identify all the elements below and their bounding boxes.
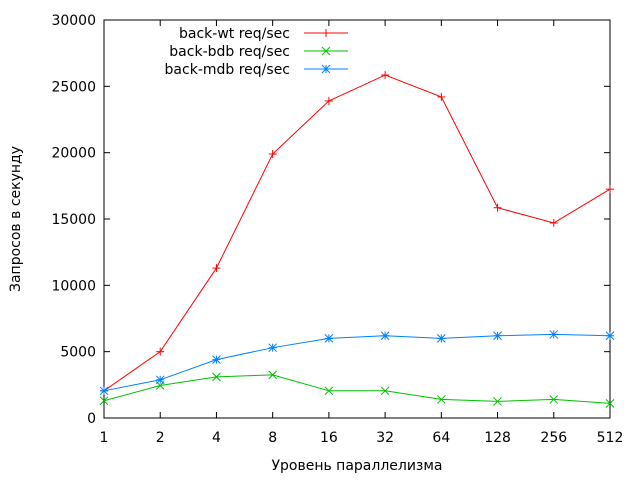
series-line-back-mdb bbox=[103, 333, 611, 392]
plot-border bbox=[103, 19, 611, 419]
data-point-back-mdb bbox=[549, 330, 559, 339]
data-point-back-mdb bbox=[493, 331, 502, 341]
x-tick-label: 32 bbox=[376, 430, 394, 446]
x-tick-label: 1 bbox=[100, 430, 109, 446]
y-tick-label: 15000 bbox=[51, 212, 96, 228]
data-point-back-bdb bbox=[493, 397, 502, 406]
x-axis-label: Уровень параллелизма bbox=[271, 458, 442, 474]
data-point-back-mdb bbox=[380, 331, 390, 341]
legend-label-back-mdb: back-mdb req/sec bbox=[165, 62, 290, 78]
data-point-back-bdb bbox=[268, 370, 278, 380]
legend-marker-back-mdb bbox=[321, 64, 331, 74]
y-tick-label: 0 bbox=[87, 411, 96, 427]
x-tick-label: 64 bbox=[432, 430, 450, 446]
y-tick-label: 25000 bbox=[51, 79, 96, 95]
x-tick-label: 512 bbox=[597, 430, 624, 446]
series-line-back-bdb bbox=[103, 374, 611, 404]
x-tick-label: 4 bbox=[212, 430, 221, 446]
data-point-back-bdb bbox=[436, 395, 446, 404]
legend-marker-back-wt bbox=[322, 29, 330, 37]
data-point-back-mdb bbox=[268, 343, 278, 353]
x-tick-label: 128 bbox=[484, 430, 511, 446]
y-axis-label: Запросов в секунду bbox=[8, 146, 24, 292]
data-point-back-wt bbox=[606, 185, 614, 194]
data-point-back-bdb bbox=[549, 395, 559, 404]
x-tick-label: 8 bbox=[268, 430, 277, 446]
legend-label-back-bdb: back-bdb req/sec bbox=[169, 44, 290, 60]
x-tick-label: 256 bbox=[540, 430, 567, 446]
x-tick-label: 16 bbox=[320, 430, 338, 446]
data-point-back-wt bbox=[156, 347, 165, 356]
y-tick-label: 10000 bbox=[51, 278, 96, 294]
y-tick-label: 20000 bbox=[51, 146, 96, 162]
data-point-back-wt bbox=[212, 264, 221, 273]
data-point-back-mdb bbox=[99, 386, 109, 396]
data-point-back-mdb bbox=[155, 375, 165, 385]
data-point-back-mdb bbox=[436, 334, 446, 343]
y-tick-label: 30000 bbox=[51, 13, 96, 29]
data-point-back-bdb bbox=[605, 399, 615, 408]
data-point-back-wt bbox=[549, 218, 558, 227]
legend-marker-back-bdb bbox=[321, 46, 331, 56]
data-point-back-wt bbox=[437, 92, 446, 101]
data-point-back-wt bbox=[268, 149, 277, 158]
data-point-back-bdb bbox=[380, 386, 390, 396]
x-tick-label: 2 bbox=[156, 430, 165, 446]
data-point-back-wt bbox=[381, 71, 390, 80]
data-point-back-bdb bbox=[212, 372, 221, 382]
data-point-back-wt bbox=[324, 96, 333, 105]
data-point-back-bdb bbox=[324, 386, 334, 396]
data-point-back-mdb bbox=[605, 331, 615, 341]
data-point-back-mdb bbox=[212, 355, 221, 364]
series-line-back-wt bbox=[103, 74, 611, 392]
data-point-back-mdb bbox=[324, 334, 334, 343]
y-tick-label: 5000 bbox=[60, 345, 96, 361]
data-point-back-bdb bbox=[99, 396, 109, 406]
data-point-back-wt bbox=[493, 203, 502, 212]
legend-label-back-wt: back-wt req/sec bbox=[179, 26, 290, 42]
